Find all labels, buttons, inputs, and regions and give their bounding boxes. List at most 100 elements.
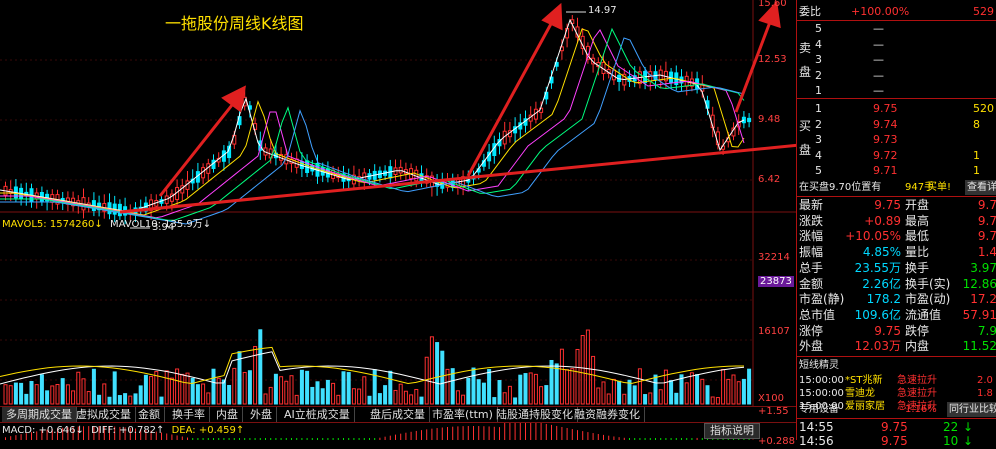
indicator-tab[interactable]: 融资融券变化 [570,407,645,422]
quote-label: 涨幅 [799,229,824,244]
quote-row: 振幅 4.85% 量比 1.4 [797,245,996,260]
order-level: 1 [815,84,822,97]
indicator-tab[interactable]: 陆股通持股变化 [492,407,578,422]
buy-order-row[interactable]: 2 9.74 8 [797,117,996,132]
shortline-event: 急速拉升 [897,375,937,386]
shortline-value: 1.8 [977,388,993,399]
quote-value: 1.4 [977,245,996,260]
volume-bar [533,373,538,405]
quote-label: 振幅 [799,245,824,260]
buy-order-row[interactable]: 1 9.75 520 [797,101,996,116]
volume-axis-label: 16107 [758,326,790,337]
quote-value: 11.52 [962,339,996,354]
kline-chart[interactable] [0,0,796,440]
volume-bar [575,348,580,405]
volume-bar [3,384,8,405]
sell-order-row[interactable]: 5— [797,21,996,36]
volume-bar [341,371,346,405]
volume-bar [393,389,398,405]
volume-bar [112,371,117,405]
quote-value: 9.75 [874,323,901,338]
tick-price: 9.75 [881,420,908,434]
volume-bar [315,381,320,405]
volume-bar [284,380,289,405]
volume-bar [367,395,372,405]
order-level: 3 [815,53,822,66]
indicator-tab[interactable]: 金额 [134,407,165,422]
buy-order-row[interactable]: 3 9.73 [797,132,996,147]
order-price: 9.73 [873,133,898,146]
volume-bar [715,397,720,405]
quote-row: 市盈(静) 178.2 市盈(动) 17.2 [797,292,996,307]
indicator-help-button[interactable]: 指标说明 [704,423,760,439]
shortline-time: 15:00:00 [799,375,844,386]
indicator-tab[interactable]: 外盘 [246,407,277,422]
volume-bar [39,374,44,405]
quote-label: 最低 [905,229,930,244]
indicator-tab[interactable]: 多周期成交量 [2,407,77,422]
volume-bar [476,379,481,405]
volume-bar [190,377,195,405]
moving-average-line [0,37,745,225]
volume-bar [450,368,455,405]
indicator-tab[interactable]: 换手率 [168,407,210,422]
quote-panel: 委比 +100.00% 529 卖盘 5—4—3—2—1— 买盘 1 9.75 52… [796,0,996,448]
volume-bar [669,380,674,405]
volume-bar [528,372,533,405]
order-price: 9.75 [873,102,898,115]
volume-bar [643,394,648,405]
buy-order-row[interactable]: 4 9.72 1 [797,148,996,163]
high-price-label: 14.97 [588,5,617,16]
volume-bar [8,385,13,405]
volume-bar [461,394,466,405]
volume-bar [299,369,304,405]
sell-order-row[interactable]: 3— [797,52,996,67]
rise-arrow-1 [158,99,238,197]
volume-axis-label: 32214 [758,252,790,263]
volume-bar [211,368,216,405]
volume-bar [351,388,356,405]
queue-action: 买单! [927,182,952,193]
order-level: 4 [815,37,822,51]
volume-bar [55,383,60,405]
shortline-item[interactable]: 15:00:00 雪迪龙 急速拉升 1.8 [797,386,996,401]
volume-bar [695,374,700,405]
quote-label: 跌停 [905,323,930,338]
industry-row: 专用设备 1.16% 同行业比较 [797,402,996,417]
order-volume: 8 [973,117,980,131]
order-price: — [873,84,884,97]
industry-compare-button[interactable]: 同行业比较 [947,402,996,417]
quote-value: 12.03万 [854,339,901,354]
indicator-tab[interactable]: 盘后成交量 [366,407,430,422]
sell-order-row[interactable]: 2— [797,68,996,83]
tick-row: 14:55 9.75 22 ↓ [797,420,996,435]
mavol10-label: MAVOL10: 135.9万↓ [109,219,212,230]
macd-axis-label: +0.288 [758,436,796,447]
volume-bar [689,372,694,405]
shortline-time: 15:00:00 [799,401,844,412]
buy-order-row[interactable]: 5 9.71 1 [797,163,996,178]
volume-bar [596,387,601,405]
volume-bar [700,378,705,405]
indicator-tab[interactable]: 市盈率(ttm) [428,407,498,422]
sell-order-row[interactable]: 4— [797,37,996,52]
sell-order-row[interactable]: 1— [797,83,996,98]
price-axis-label: 9.48 [758,114,781,125]
shortline-item[interactable]: 15:00:00 *ST兆新 急速拉升 2.0 [797,373,996,388]
volume-bar [81,378,86,405]
volume-bar [658,389,663,405]
indicator-tab[interactable]: 内盘 [212,407,243,422]
volume-bar [741,378,746,405]
queue-detail-link[interactable]: 查看详 [965,180,996,195]
indicator-tab[interactable]: 虚拟成交量 [72,407,136,422]
tick-time: 14:55 [799,420,834,434]
volume-bar [279,376,284,405]
volume-bar [91,368,96,405]
shortline-title[interactable]: 短线精灵 [799,360,839,371]
quote-value: 109.6亿 [854,307,901,322]
volume-bar [331,382,336,405]
quote-row: 涨跌 +0.89 最高 9.7 [797,214,996,229]
indicator-tab[interactable]: AI立桩成交量 [280,407,355,422]
volume-bar [138,385,143,405]
volume-bar [123,393,128,405]
